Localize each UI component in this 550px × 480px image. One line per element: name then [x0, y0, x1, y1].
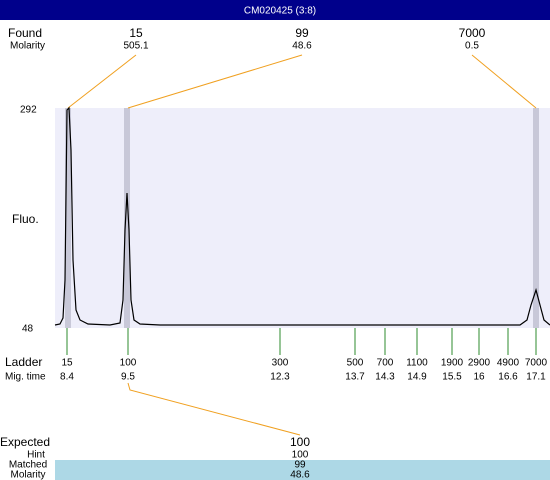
connector: [127, 382, 301, 436]
title: CM020425 (3:8): [244, 6, 316, 17]
peak-band: [533, 108, 539, 328]
mig-time: 12.3: [270, 372, 290, 383]
ladder-size: 2900: [468, 358, 491, 369]
found-size: 15: [129, 26, 143, 40]
mig-time: 16: [473, 372, 485, 383]
mig-time: 8.4: [60, 372, 74, 383]
plot-area: [55, 108, 550, 328]
mig-time: 16.6: [498, 372, 518, 383]
found-label: Found: [8, 26, 42, 40]
found-molarity: 0.5: [465, 41, 479, 52]
found-size: 99: [295, 26, 309, 40]
y-max-label: 292: [20, 105, 37, 116]
ladder-size: 4900: [497, 358, 520, 369]
matched-value: 99: [294, 460, 306, 471]
ladder-size: 7000: [525, 358, 548, 369]
mig-time: 14.3: [375, 372, 395, 383]
trace: [54, 106, 550, 326]
found-molarity: 505.1: [123, 41, 148, 52]
hint-label: Hint: [27, 450, 45, 461]
connector: [471, 54, 537, 109]
ladder-size: 500: [347, 358, 364, 369]
mig-time: 15.5: [442, 372, 462, 383]
ladder-label: Ladder: [5, 355, 42, 369]
y-axis-label: Fluo.: [12, 212, 39, 226]
mig-time-label: Mig. time: [5, 372, 46, 383]
ladder-size: 700: [377, 358, 394, 369]
peak-band: [124, 108, 130, 328]
matched-band: [55, 460, 550, 480]
expected-value: 100: [290, 435, 310, 449]
mig-time: 9.5: [121, 372, 135, 383]
ladder-size: 300: [272, 358, 289, 369]
mig-time: 13.7: [345, 372, 365, 383]
molarity-value: 48.6: [290, 470, 310, 480]
peak-band: [65, 108, 71, 328]
hint-value: 100: [292, 450, 309, 461]
found-size: 7000: [459, 26, 486, 40]
matched-label: Matched: [9, 460, 47, 471]
y-min-label: 48: [22, 324, 34, 335]
title-bar: [0, 0, 550, 20]
molarity-label: Molarity: [10, 470, 45, 480]
ladder-size: 1900: [441, 358, 464, 369]
molarity-label: Molarity: [10, 41, 45, 52]
expected-label: Expected: [0, 435, 50, 449]
ladder-size: 15: [61, 358, 73, 369]
mig-time: 17.1: [526, 372, 546, 383]
connector: [67, 54, 137, 109]
ladder-size: 1100: [406, 358, 428, 369]
connector: [127, 54, 303, 109]
found-molarity: 48.6: [292, 41, 312, 52]
ladder-size: 100: [120, 358, 137, 369]
mig-time: 14.9: [407, 372, 427, 383]
